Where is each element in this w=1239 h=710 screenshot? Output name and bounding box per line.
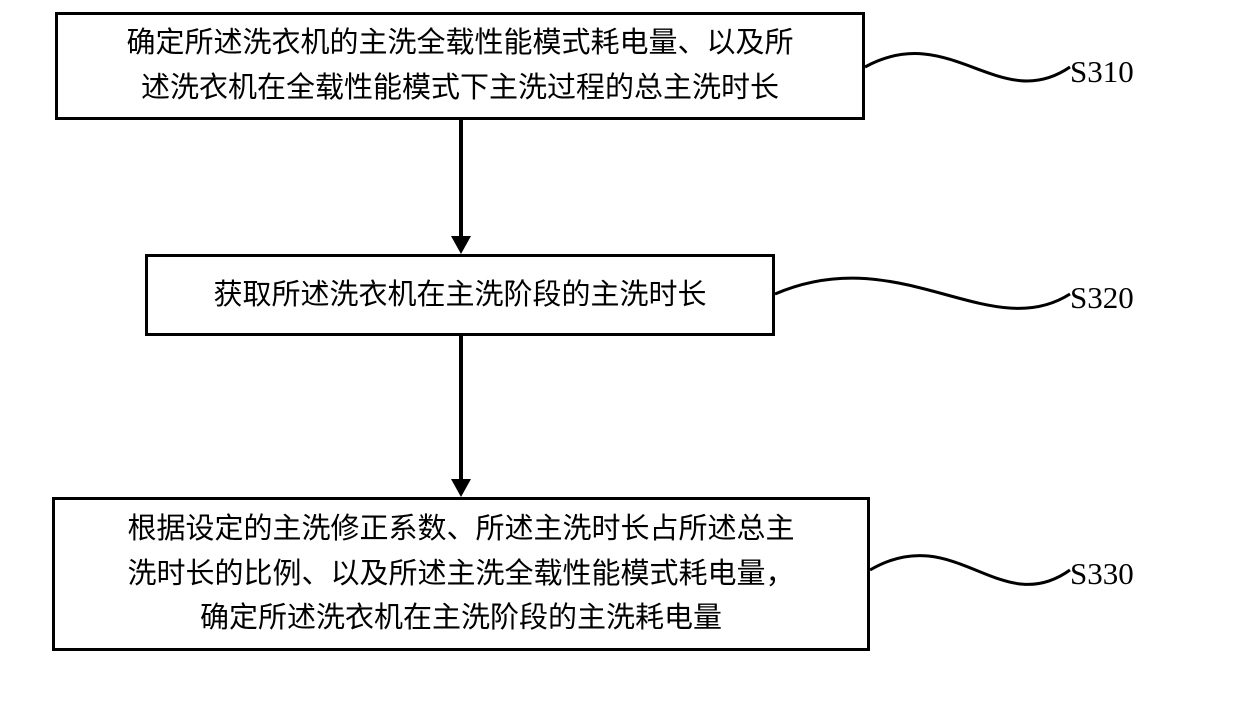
flowchart-node-2: 获取所述洗衣机在主洗阶段的主洗时长 bbox=[145, 254, 775, 336]
step-label-3: S330 bbox=[1070, 556, 1134, 592]
flowchart-node-3: 根据设定的主洗修正系数、所述主洗时长占所述总主洗时长的比例、以及所述主洗全载性能… bbox=[52, 497, 870, 651]
connector-1-2 bbox=[459, 120, 463, 236]
step-label-2: S320 bbox=[1070, 280, 1134, 316]
node-3-text: 根据设定的主洗修正系数、所述主洗时长占所述总主洗时长的比例、以及所述主洗全载性能… bbox=[127, 507, 794, 642]
flowchart-node-1: 确定所述洗衣机的主洗全载性能模式耗电量、以及所述洗衣机在全载性能模式下主洗过程的… bbox=[55, 12, 865, 120]
curve-path-1 bbox=[865, 54, 1070, 81]
arrow-1-2 bbox=[451, 236, 471, 254]
node-2-text: 获取所述洗衣机在主洗阶段的主洗时长 bbox=[213, 273, 706, 318]
step-label-1: S310 bbox=[1070, 54, 1134, 90]
curve-path-2 bbox=[775, 278, 1070, 308]
node-1-text: 确定所述洗衣机的主洗全载性能模式耗电量、以及所述洗衣机在全载性能模式下主洗过程的… bbox=[126, 21, 793, 111]
arrow-2-3 bbox=[451, 479, 471, 497]
connector-2-3 bbox=[459, 336, 463, 479]
flowchart-container: 确定所述洗衣机的主洗全载性能模式耗电量、以及所述洗衣机在全载性能模式下主洗过程的… bbox=[0, 0, 1239, 710]
curve-path-3 bbox=[870, 556, 1070, 585]
